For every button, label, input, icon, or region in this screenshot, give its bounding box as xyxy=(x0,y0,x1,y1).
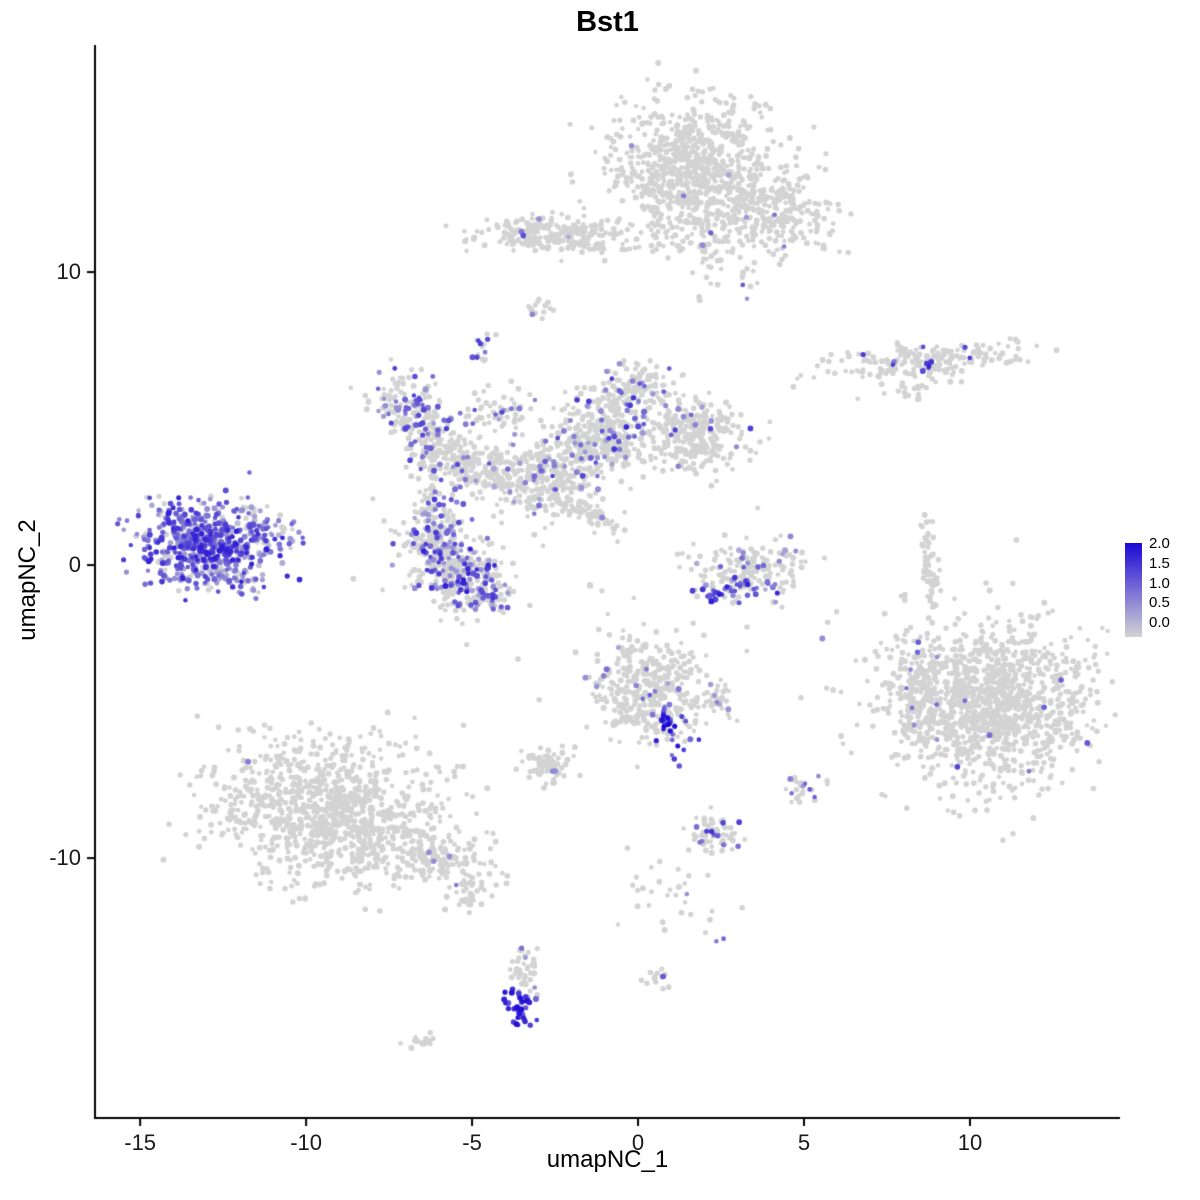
colorbar-tick-labels: 2.0 1.5 1.0 0.5 0.0 xyxy=(1149,536,1170,630)
y-tick-label: 0 xyxy=(68,552,81,578)
colorbar-legend: 2.0 1.5 1.0 0.5 0.0 xyxy=(1125,536,1170,637)
x-tick-label: -10 xyxy=(290,1130,322,1155)
legend-tick-label: 2.0 xyxy=(1149,535,1170,552)
y-tick-label: -10 xyxy=(49,845,81,871)
x-tick-label: -15 xyxy=(124,1130,157,1155)
plot-title: Bst1 xyxy=(576,6,639,38)
legend-tick-label: 1.5 xyxy=(1149,554,1170,572)
x-tick-label: 0 xyxy=(631,1130,645,1155)
y-axis-label: umapNC_2 xyxy=(14,519,41,641)
x-tick-label: -5 xyxy=(462,1130,482,1155)
legend-tick-label: 0.0 xyxy=(1149,614,1170,631)
colorbar-gradient xyxy=(1125,543,1142,637)
legend-tick-label: 1.0 xyxy=(1149,574,1170,592)
x-axis-label: umapNC_1 xyxy=(546,1146,669,1173)
x-tick-label: 10 xyxy=(957,1130,983,1155)
y-tick-label: 10 xyxy=(56,259,81,285)
x-tick-label: 5 xyxy=(797,1130,811,1155)
legend-tick-label: 0.5 xyxy=(1149,594,1170,612)
